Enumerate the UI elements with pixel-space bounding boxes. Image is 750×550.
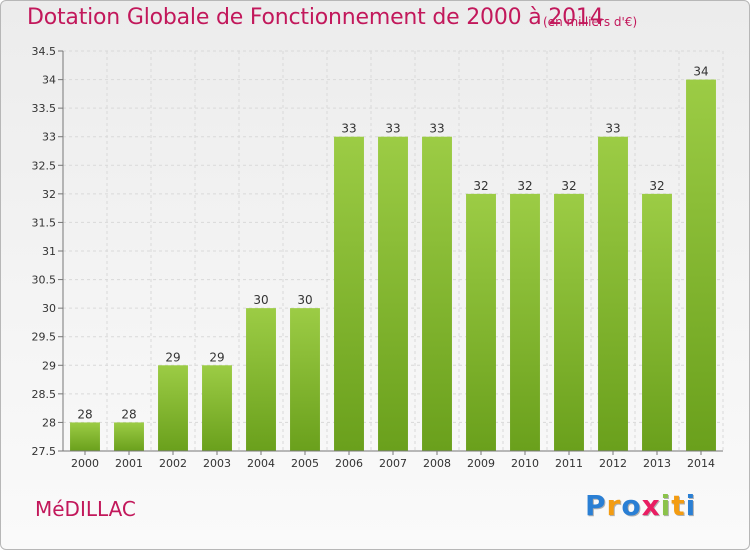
x-tick-label: 2013 bbox=[643, 457, 671, 470]
logo-letter: i bbox=[685, 489, 697, 522]
data-label: 28 bbox=[121, 407, 136, 421]
logo-letter: P bbox=[585, 489, 607, 522]
x-tick-label: 2006 bbox=[335, 457, 363, 470]
axes bbox=[58, 50, 723, 455]
bar bbox=[290, 308, 320, 451]
x-tick-label: 2007 bbox=[379, 457, 407, 470]
data-label: 33 bbox=[605, 122, 620, 136]
y-tick-label: 28.5 bbox=[32, 388, 57, 401]
bar bbox=[378, 136, 408, 451]
bar bbox=[114, 422, 144, 451]
y-tick-label: 33.5 bbox=[32, 102, 57, 115]
data-label: 34 bbox=[693, 65, 708, 79]
y-tick-label: 30.5 bbox=[32, 274, 57, 287]
data-label: 32 bbox=[649, 179, 664, 193]
y-tick-label: 27.5 bbox=[32, 445, 57, 458]
labels: 27.5 28 28.5 29 29.5 30 30.5 31 31.5 32 32.5 33 33.5… bbox=[32, 45, 716, 470]
logo-letter: o bbox=[621, 489, 642, 522]
y-tick-label: 32 bbox=[42, 188, 56, 201]
x-tick-label: 2002 bbox=[159, 457, 187, 470]
y-tick-label: 34 bbox=[42, 74, 56, 87]
bar bbox=[554, 193, 584, 451]
bar bbox=[466, 193, 496, 451]
data-label: 30 bbox=[253, 293, 268, 307]
x-tick-label: 2003 bbox=[203, 457, 231, 470]
logo-letter: x bbox=[641, 489, 661, 522]
data-label: 32 bbox=[473, 179, 488, 193]
x-tick-label: 2012 bbox=[599, 457, 627, 470]
bar bbox=[510, 193, 540, 451]
x-tick-label: 2010 bbox=[511, 457, 539, 470]
bar bbox=[202, 365, 232, 451]
x-tick-label: 2001 bbox=[115, 457, 143, 470]
x-tick-label: 2009 bbox=[467, 457, 495, 470]
chart-subtitle: (en milliers d'€) bbox=[543, 15, 638, 29]
bar bbox=[70, 422, 100, 451]
proxiti-logo[interactable]: Proxiti bbox=[585, 489, 696, 522]
x-tick-label: 2000 bbox=[71, 457, 99, 470]
data-label: 33 bbox=[429, 122, 444, 136]
y-tick-label: 30 bbox=[42, 302, 56, 315]
bars bbox=[70, 79, 716, 452]
y-tick-label: 32.5 bbox=[32, 159, 57, 172]
bar bbox=[422, 136, 452, 451]
data-label: 29 bbox=[209, 350, 224, 364]
bar bbox=[598, 136, 628, 451]
y-tick-label: 31.5 bbox=[32, 216, 57, 229]
bar bbox=[158, 365, 188, 451]
bar bbox=[642, 193, 672, 451]
bar bbox=[246, 308, 276, 451]
x-tick-label: 2008 bbox=[423, 457, 451, 470]
data-label: 28 bbox=[77, 407, 92, 421]
x-tick-label: 2004 bbox=[247, 457, 275, 470]
y-tick-label: 31 bbox=[42, 245, 56, 258]
y-tick-label: 29.5 bbox=[32, 331, 57, 344]
y-tick-label: 33 bbox=[42, 131, 56, 144]
y-tick-label: 29 bbox=[42, 359, 56, 372]
data-label: 32 bbox=[517, 179, 532, 193]
x-tick-label: 2005 bbox=[291, 457, 319, 470]
data-label: 30 bbox=[297, 293, 312, 307]
logo-letter: t bbox=[671, 489, 686, 522]
y-tick-label: 34.5 bbox=[32, 45, 57, 58]
chart-title: Dotation Globale de Fonctionnement de 20… bbox=[27, 5, 604, 30]
data-label: 29 bbox=[165, 350, 180, 364]
y-tick-label: 28 bbox=[42, 416, 56, 429]
data-label: 33 bbox=[385, 122, 400, 136]
data-label: 33 bbox=[341, 122, 356, 136]
bar bbox=[334, 136, 364, 451]
x-tick-label: 2011 bbox=[555, 457, 583, 470]
data-label: 32 bbox=[561, 179, 576, 193]
bar bbox=[686, 79, 716, 452]
commune-name: MéDILLAC bbox=[35, 497, 136, 521]
logo-letter: r bbox=[606, 489, 622, 522]
logo-letter: i bbox=[660, 489, 672, 522]
x-tick-label: 2014 bbox=[687, 457, 715, 470]
